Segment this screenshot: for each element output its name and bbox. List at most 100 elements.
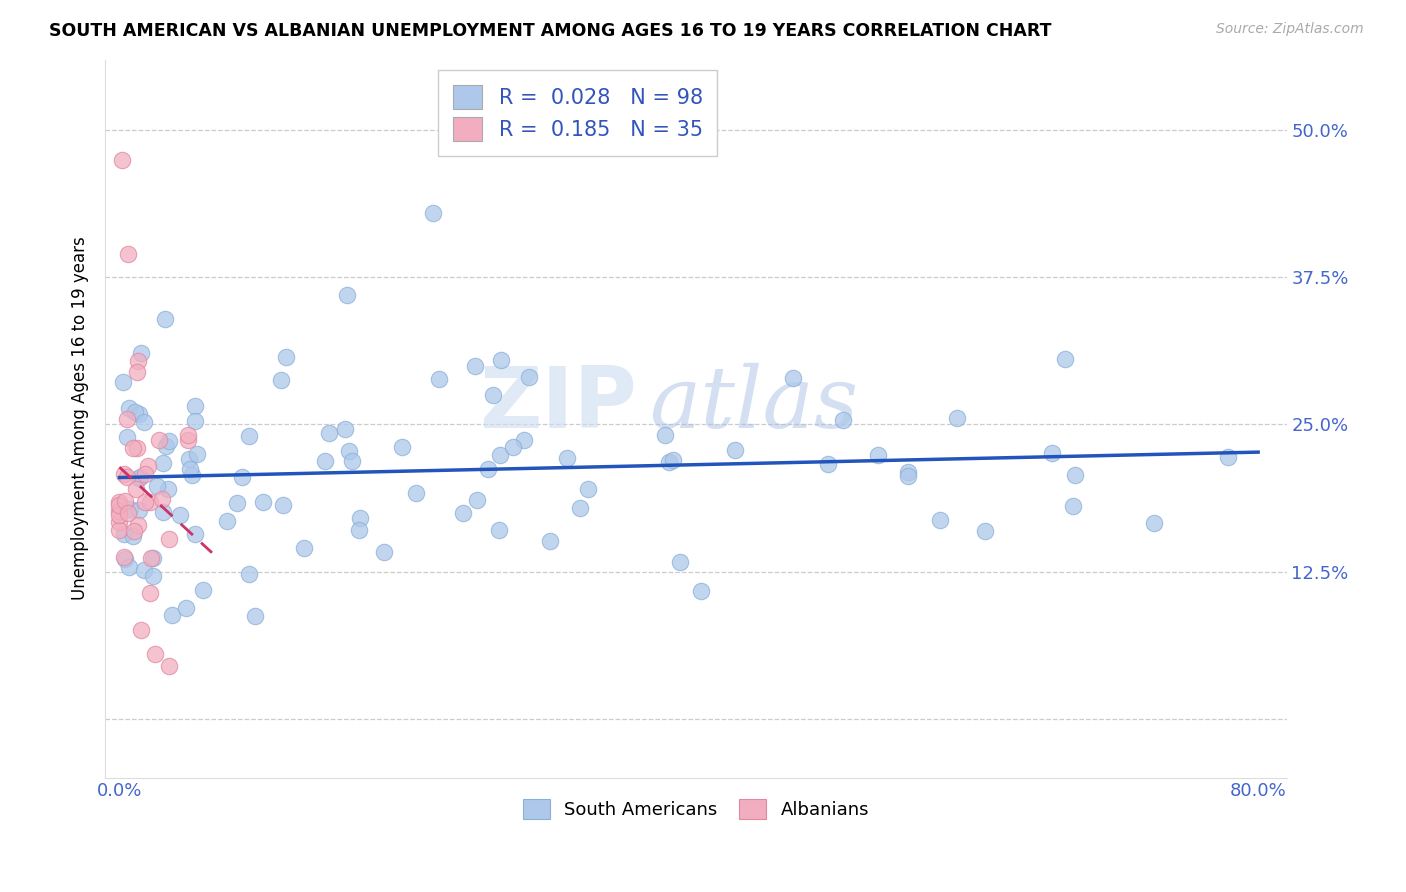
Point	[117, 412, 139, 426]
Point	[177, 433, 200, 447]
Point	[422, 205, 444, 219]
Point	[217, 514, 239, 528]
Point	[184, 527, 207, 541]
Point	[391, 441, 413, 455]
Point	[128, 407, 150, 421]
Point	[782, 371, 804, 385]
Point	[347, 523, 370, 537]
Point	[129, 470, 152, 484]
Point	[489, 448, 512, 462]
Point	[142, 551, 165, 566]
Point	[157, 482, 180, 496]
Point	[118, 560, 141, 574]
Point	[125, 441, 148, 455]
Point	[405, 486, 427, 500]
Point	[117, 507, 139, 521]
Point	[134, 494, 156, 508]
Point	[138, 585, 160, 599]
Point	[868, 449, 890, 463]
Point	[169, 508, 191, 522]
Point	[502, 440, 524, 454]
Point	[127, 518, 149, 533]
Point	[112, 467, 135, 482]
Point	[148, 433, 170, 447]
Point	[136, 459, 159, 474]
Point	[183, 414, 205, 428]
Point	[817, 458, 839, 472]
Point	[1064, 468, 1087, 483]
Point	[928, 513, 950, 527]
Point	[134, 467, 156, 482]
Point	[669, 555, 692, 569]
Point	[108, 508, 131, 523]
Point	[342, 453, 364, 467]
Point	[186, 447, 208, 461]
Point	[1062, 499, 1084, 513]
Point	[108, 503, 131, 517]
Point	[576, 482, 599, 496]
Y-axis label: Unemployment Among Ages 16 to 19 years: Unemployment Among Ages 16 to 19 years	[72, 236, 89, 600]
Point	[724, 443, 747, 458]
Point	[276, 350, 298, 364]
Point	[124, 405, 146, 419]
Point	[658, 455, 681, 469]
Point	[897, 466, 920, 480]
Point	[179, 462, 201, 476]
Point	[139, 550, 162, 565]
Point	[152, 505, 174, 519]
Point	[114, 493, 136, 508]
Point	[336, 288, 359, 302]
Point	[142, 569, 165, 583]
Point	[1040, 446, 1063, 460]
Point	[129, 624, 152, 638]
Point	[177, 452, 200, 467]
Point	[349, 510, 371, 524]
Point	[690, 584, 713, 599]
Point	[482, 388, 505, 402]
Point	[108, 515, 131, 529]
Point	[174, 600, 197, 615]
Point	[517, 370, 540, 384]
Point	[157, 434, 180, 449]
Point	[243, 608, 266, 623]
Point	[125, 364, 148, 378]
Point	[318, 425, 340, 440]
Point	[314, 454, 336, 468]
Point	[111, 375, 134, 389]
Point	[108, 498, 131, 512]
Point	[108, 523, 131, 537]
Point	[128, 471, 150, 485]
Point	[225, 496, 247, 510]
Point	[138, 494, 160, 508]
Point	[108, 494, 131, 508]
Point	[155, 439, 177, 453]
Point	[118, 502, 141, 516]
Legend: South Americans, Albanians: South Americans, Albanians	[516, 791, 876, 826]
Text: SOUTH AMERICAN VS ALBANIAN UNEMPLOYMENT AMONG AGES 16 TO 19 YEARS CORRELATION CH: SOUTH AMERICAN VS ALBANIAN UNEMPLOYMENT …	[49, 22, 1052, 40]
Point	[114, 552, 136, 566]
Point	[117, 247, 139, 261]
Point	[152, 456, 174, 470]
Point	[132, 563, 155, 577]
Point	[477, 461, 499, 475]
Point	[427, 371, 450, 385]
Point	[155, 312, 177, 326]
Point	[946, 411, 969, 425]
Point	[555, 450, 578, 465]
Point	[662, 453, 685, 467]
Point	[1143, 516, 1166, 530]
Point	[373, 544, 395, 558]
Point	[157, 658, 180, 673]
Point	[339, 443, 361, 458]
Point	[271, 499, 294, 513]
Point	[489, 352, 512, 367]
Point	[118, 401, 141, 415]
Point	[654, 428, 676, 442]
Point	[115, 469, 138, 483]
Point	[193, 583, 215, 598]
Point	[121, 441, 143, 455]
Point	[125, 483, 148, 497]
Point	[112, 550, 135, 565]
Point	[160, 608, 183, 623]
Point	[146, 479, 169, 493]
